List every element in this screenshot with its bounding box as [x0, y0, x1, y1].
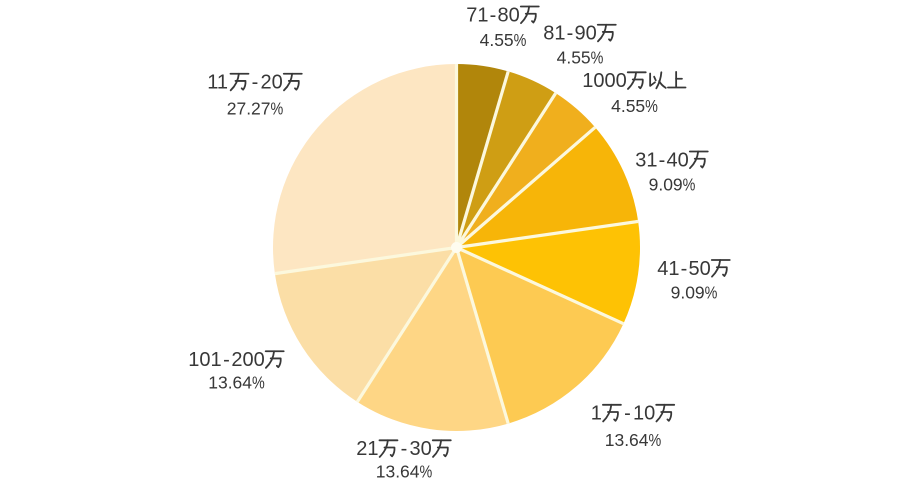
- svg-text:1: 1: [591, 403, 602, 425]
- svg-text:21: 21: [356, 438, 378, 460]
- svg-text:71: 71: [466, 4, 488, 26]
- svg-text:20: 20: [261, 72, 283, 94]
- svg-text:%: %: [271, 100, 284, 119]
- svg-text:7: 7: [261, 99, 271, 119]
- svg-text:9: 9: [695, 283, 705, 303]
- svg-text:1: 1: [208, 372, 218, 392]
- svg-text:%: %: [514, 32, 527, 51]
- svg-text:90: 90: [575, 23, 597, 45]
- svg-text:%: %: [683, 176, 696, 195]
- svg-text:10: 10: [633, 403, 655, 425]
- svg-text:40: 40: [667, 149, 689, 171]
- svg-text:5: 5: [626, 96, 636, 116]
- svg-text:5: 5: [635, 96, 645, 116]
- svg-text:2: 2: [227, 99, 237, 119]
- svg-text:%: %: [252, 374, 265, 393]
- svg-text:-: -: [681, 258, 688, 280]
- svg-text:-: -: [659, 149, 666, 171]
- svg-text:3: 3: [385, 461, 395, 481]
- svg-text:9: 9: [673, 175, 683, 195]
- svg-text:.: .: [228, 372, 233, 392]
- svg-text:.: .: [621, 96, 626, 116]
- svg-text:-: -: [223, 349, 230, 371]
- svg-text:5: 5: [581, 47, 591, 67]
- svg-text:1000: 1000: [582, 70, 627, 92]
- svg-text:%: %: [645, 98, 658, 117]
- svg-text:80: 80: [498, 4, 520, 26]
- svg-text:.: .: [395, 461, 400, 481]
- svg-text:30: 30: [410, 438, 432, 460]
- svg-text:6: 6: [400, 461, 410, 481]
- svg-text:4: 4: [410, 461, 420, 481]
- svg-text:4: 4: [242, 372, 252, 392]
- svg-text:%: %: [591, 49, 604, 68]
- svg-text:5: 5: [494, 30, 504, 50]
- svg-text:%: %: [649, 432, 662, 451]
- svg-text:11: 11: [207, 72, 228, 94]
- svg-text:1: 1: [376, 461, 386, 481]
- svg-text:9: 9: [671, 283, 681, 303]
- svg-text:31: 31: [635, 149, 657, 171]
- svg-text:7: 7: [236, 99, 246, 119]
- svg-text:200: 200: [231, 349, 264, 371]
- svg-text:-: -: [490, 4, 497, 26]
- svg-text:.: .: [624, 430, 629, 450]
- svg-text:%: %: [705, 284, 718, 303]
- svg-text:5: 5: [504, 30, 514, 50]
- svg-text:81: 81: [543, 23, 565, 45]
- svg-text:2: 2: [251, 99, 261, 119]
- svg-text:1: 1: [605, 430, 615, 450]
- svg-text:3: 3: [218, 372, 228, 392]
- svg-text:-: -: [401, 438, 408, 460]
- svg-text:101: 101: [188, 349, 221, 371]
- svg-text:6: 6: [233, 372, 243, 392]
- svg-text:%: %: [420, 463, 433, 482]
- svg-text:0: 0: [685, 283, 695, 303]
- svg-text:.: .: [566, 47, 571, 67]
- svg-text:4: 4: [557, 47, 567, 67]
- svg-text:.: .: [680, 283, 685, 303]
- svg-text:41: 41: [657, 258, 679, 280]
- svg-text:.: .: [658, 175, 663, 195]
- svg-text:-: -: [252, 72, 259, 94]
- svg-text:6: 6: [629, 430, 639, 450]
- svg-text:3: 3: [614, 430, 624, 450]
- svg-text:9: 9: [649, 175, 659, 195]
- svg-text:50: 50: [689, 258, 711, 280]
- svg-text:.: .: [489, 30, 494, 50]
- svg-text:0: 0: [663, 175, 673, 195]
- svg-text:.: .: [246, 99, 251, 119]
- svg-text:4: 4: [480, 30, 490, 50]
- svg-text:4: 4: [611, 96, 621, 116]
- svg-text:-: -: [624, 403, 631, 425]
- svg-text:4: 4: [639, 430, 649, 450]
- svg-text:5: 5: [571, 47, 581, 67]
- svg-text:-: -: [567, 23, 574, 45]
